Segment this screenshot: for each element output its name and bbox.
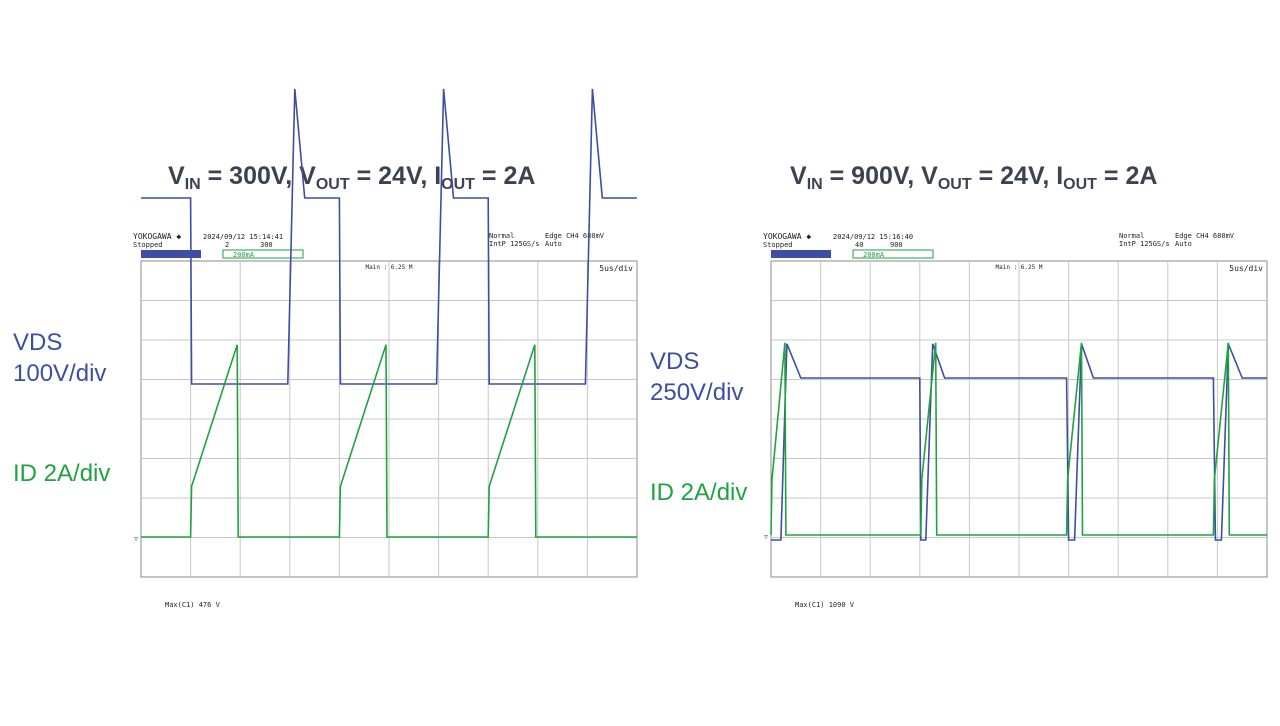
scope-brand-right: YOKOGAWA ◆ [763,232,811,241]
scope-sub-a-right: 40 [855,241,863,249]
panel-title-right: VIN = 900V, VOUT = 24V, IOUT = 2A [790,162,1158,193]
scope-sub-b-right: 900 [890,241,903,249]
scope-sub-a-left: 2 [225,241,229,249]
timebase-label-left: 5us/div [599,264,633,273]
main-record-label-left: Main : 6.25 M [366,264,413,271]
scope-trigger-mode-right: Auto [1175,240,1192,248]
ch1-tag-right [771,250,831,258]
scope-trigger-left: Edge CH4 680mV [545,232,605,240]
scope-rate-left: IntP 125GS/s [489,240,540,248]
scope-trigger-mode-left: Auto [545,240,562,248]
scope-status-left: Stopped [133,241,163,249]
ch2-tag-right [852,249,934,259]
id-trace-left [141,344,637,538]
max-measurement-left: Max(C1) 476 V [165,601,221,609]
scope-mode-right: Normal [1119,232,1144,240]
vds-trace-right [771,343,1267,541]
ground-marker-left: ▿ [134,534,138,543]
vds-trace-left [141,88,637,385]
max-measurement-right: Max(C1) 1090 V [795,601,855,609]
id-trace-right [770,342,1267,536]
scope-datetime-right: 2024/09/12 15:16:40 [833,233,913,241]
main-record-label-right: Main : 6.25 M [996,264,1043,271]
ch1-tag-left [141,250,201,258]
vds-scale-label-left: VDS 100V/div [13,329,107,387]
vds-scale-label-right: VDS 250V/div [650,348,744,406]
scope-datetime-left: 2024/09/12 15:14:41 [203,233,283,241]
scope-trigger-right: Edge CH4 680mV [1175,232,1235,240]
scope-brand-left: YOKOGAWA ◆ [133,232,181,241]
id-scale-label-right: ID 2A/div [650,479,748,506]
ground-marker-right: ▿ [764,532,768,541]
timebase-label-right: 5us/div [1229,264,1263,273]
scope-status-right: Stopped [763,241,793,249]
scope-sub-b-left: 300 [260,241,273,249]
panel-title-left: VIN = 300V, VOUT = 24V, IOUT = 2A [168,162,536,193]
ch2-tag-left [222,249,304,259]
scope-rate-right: IntP 125GS/s [1119,240,1170,248]
scope-mode-left: Normal [489,232,514,240]
id-scale-label-left: ID 2A/div [13,460,111,487]
ch2-scale-text-left: 200mA [233,251,255,259]
ch2-scale-text-right: 200mA [863,251,885,259]
